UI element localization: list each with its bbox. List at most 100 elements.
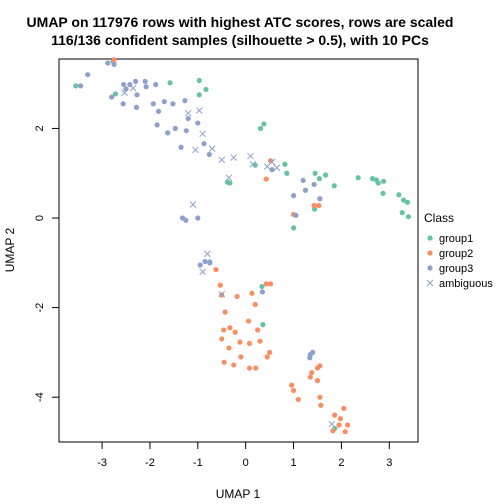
group3-point [134,92,140,98]
chart-title-line-2: 116/136 confident samples (silhouette > … [51,32,429,48]
chart-title-line-1: UMAP on 117976 rows with highest ATC sco… [27,14,454,30]
group3-point [185,115,191,122]
group3-point [133,104,140,110]
y-tick-label: 2 [34,125,46,131]
group2-point [318,402,324,408]
group3-point [293,212,299,218]
group2-point [255,327,261,333]
data-points [73,57,412,435]
x-tick-label: 0 [243,457,249,469]
ambiguous-point [184,109,192,117]
legend-label-group3: group3 [439,263,473,275]
group3-point [202,258,208,265]
group3-point [153,81,159,88]
group3-point [154,122,160,128]
ambiguous-point [268,158,276,166]
group3-point [179,215,186,221]
group3-point [195,120,201,126]
ambiguous-point [247,152,254,160]
group3-point [178,144,184,150]
group1-point [355,175,361,181]
x-axis: -3 -2 -1 0 1 2 3 [97,441,392,469]
group2-point [253,365,259,371]
group2-point [219,336,225,342]
ambiguous-point [121,89,128,96]
cross-stroke [199,268,206,276]
ambiguous-point [249,160,257,168]
group3-point [183,128,189,134]
ambiguous-point [230,154,238,161]
x-tick-label: -2 [145,457,155,469]
group3-point [111,61,117,67]
group2-point [317,394,323,400]
group2-point [227,325,233,331]
legend-label-group2: group2 [439,248,473,260]
group2-point [257,338,263,344]
group2-point [307,374,313,380]
legend-label-ambiguous: ambiguous [439,278,493,290]
group2-point [290,387,297,394]
group2-point [249,290,255,296]
group3-point [142,78,148,84]
group1-point [290,225,297,231]
legend-title: Class [424,211,454,225]
ambiguous-point [218,156,226,164]
ambiguous-point [199,130,206,138]
legend-marker-group1 [427,235,433,241]
y-axis: -4 -2 0 2 [34,125,60,402]
cross-stroke [184,109,192,117]
group2-point [221,327,227,333]
group1-point [331,183,337,189]
group2-point [263,176,269,182]
ambiguous-point [225,174,233,182]
x-tick-label: 3 [386,457,392,469]
cross-stroke [208,145,216,152]
ambiguous-point [218,290,226,298]
group3-point [109,94,115,100]
group2-point [316,202,322,209]
group2-point [342,429,348,435]
group1-point [323,172,329,178]
cross-stroke [195,107,203,114]
group1-point [380,178,387,184]
group1-point [405,214,412,220]
group1-point [380,190,386,196]
x-tick-label: 2 [338,457,344,469]
cross-stroke [218,290,226,298]
ambiguous-point [204,250,211,258]
group1-point [73,83,79,89]
group1-point [259,283,265,290]
group3-point [165,130,171,136]
group2-point [289,382,295,388]
legend-marker-ambiguous [426,279,434,287]
group2-point [311,202,317,209]
y-tick-label: 0 [34,215,46,221]
group1-point [399,210,405,216]
group2-point [337,416,344,422]
group1-point [203,86,209,93]
group3-point [132,78,139,84]
group3-point [120,101,126,107]
group1-point [260,322,266,328]
cross-stroke [218,156,226,164]
group2-point [217,282,223,288]
cross-stroke [225,174,233,182]
group3-point [206,151,212,158]
group2-point [222,309,228,315]
legend: Class group1 group2 group3 ambiguous [424,211,493,290]
group1-point [227,180,233,186]
group2-point [245,318,252,324]
cross-stroke [328,420,336,428]
group2-point [252,301,258,308]
ambiguous-point [189,201,197,208]
group2-point [314,365,321,371]
group3-point [182,98,188,104]
group3-point [207,260,213,266]
group2-point [246,340,253,347]
ambiguous-point [208,145,216,152]
group2-point [314,378,321,384]
group2-point [263,281,269,287]
group1-point [282,161,288,167]
group2-point [221,359,227,365]
group2-point [267,349,273,356]
